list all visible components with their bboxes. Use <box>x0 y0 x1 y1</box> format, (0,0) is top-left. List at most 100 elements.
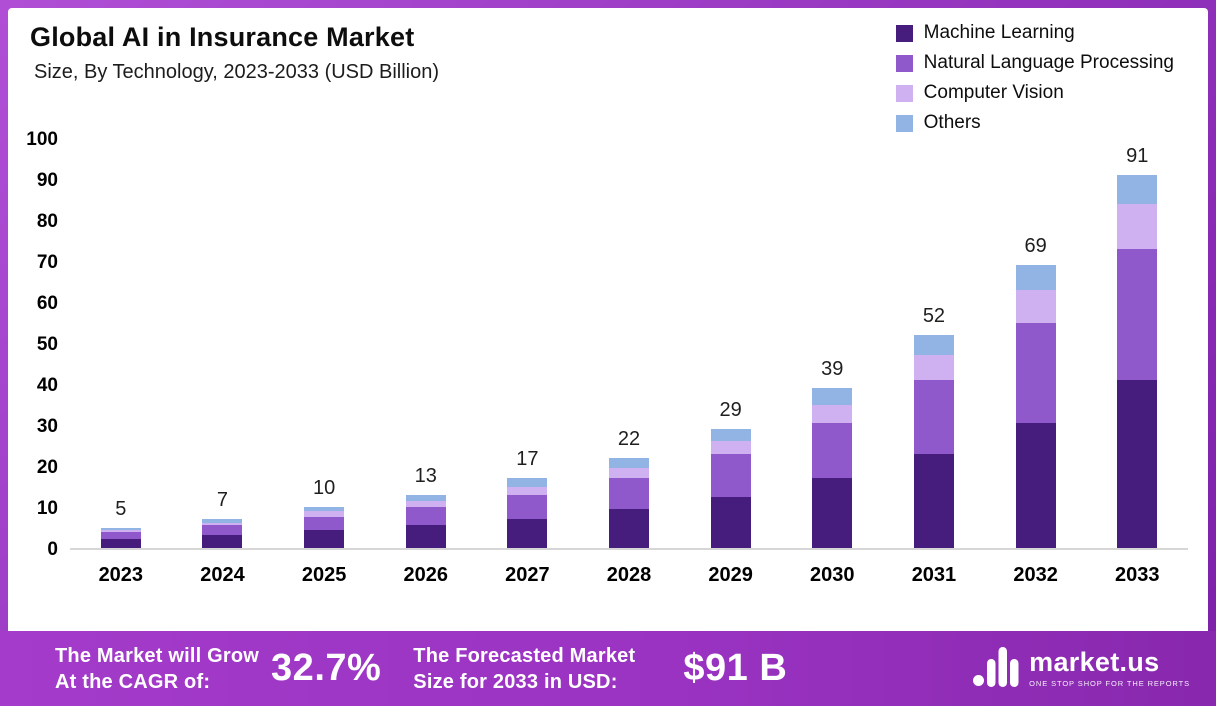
legend-item: Others <box>895 112 1174 134</box>
y-tick-label: 90 <box>36 170 58 191</box>
bar-segment-natural-language-processing <box>812 422 853 479</box>
bar-segment-others <box>202 519 243 523</box>
bar-segment-computer-vision <box>609 468 650 479</box>
bar-column: 39 <box>781 140 883 548</box>
forecast-label: The Forecasted Market Size for 2033 in U… <box>413 643 635 695</box>
y-tick-label: 20 <box>36 457 58 478</box>
stacked-bar <box>710 429 751 548</box>
bar-segment-machine-learning <box>812 478 853 548</box>
y-tick-label: 30 <box>36 416 58 437</box>
bar-column: 22 <box>578 140 680 548</box>
legend-label: Computer Vision <box>923 82 1064 103</box>
bar-column: 7 <box>172 140 274 548</box>
bar-column: 52 <box>883 140 985 548</box>
bar-column: 10 <box>273 140 375 548</box>
x-tick-label: 2028 <box>606 564 652 586</box>
y-tick-label: 60 <box>36 293 58 314</box>
chart-title: Global AI in Insurance Market <box>30 22 415 52</box>
bar-total-label: 5 <box>115 497 127 520</box>
y-tick-label: 50 <box>36 334 58 355</box>
y-tick-label: 70 <box>36 252 58 273</box>
bar-segment-others <box>304 507 345 512</box>
bar-segment-natural-language-processing <box>1015 322 1056 423</box>
chart-header: Global AI in Insurance Market Size, By T… <box>8 8 1208 134</box>
y-tick-label: 0 <box>47 539 58 560</box>
stacked-bar <box>507 478 548 548</box>
y-tick-label: 80 <box>36 211 58 232</box>
bar-total-label: 69 <box>1024 235 1047 258</box>
bar-total-label: 17 <box>516 448 539 471</box>
stacked-bar <box>812 388 853 548</box>
bar-segment-machine-learning <box>1117 379 1158 548</box>
bar-segment-others <box>710 429 751 442</box>
y-tick-label: 40 <box>36 375 58 396</box>
bar-total-label: 22 <box>617 427 641 450</box>
footer-banner: The Market will Grow At the CAGR of: 32.… <box>0 631 1216 706</box>
bar-segment-natural-language-processing <box>913 379 954 454</box>
x-tick-label: 2025 <box>301 564 347 586</box>
bar-total-label: 10 <box>312 477 336 500</box>
marketus-logo: market.us ONE STOP SHOP FOR THE REPORTS <box>973 645 1190 692</box>
bar-segment-others <box>913 334 954 356</box>
bar-segment-natural-language-processing <box>609 478 650 510</box>
bar-segment-others <box>405 494 446 501</box>
bar-column: 13 <box>375 140 477 548</box>
cagr-label-line2: At the CAGR of: <box>55 670 211 693</box>
bar-segment-machine-learning <box>405 525 446 548</box>
legend-label: Natural Language Processing <box>923 52 1174 73</box>
bar-column: 91 <box>1086 140 1188 548</box>
bar-segment-computer-vision <box>1117 203 1158 249</box>
bar-segment-machine-learning <box>202 534 243 548</box>
bar-total-label: 91 <box>1126 144 1149 167</box>
bar-segment-machine-learning <box>304 529 345 548</box>
bar-total-label: 39 <box>821 358 844 381</box>
x-tick-label: 2031 <box>911 564 957 586</box>
legend-swatch <box>895 54 913 72</box>
bar-segment-machine-learning <box>609 509 650 548</box>
bar-segment-natural-language-processing <box>507 494 548 520</box>
bar-segment-computer-vision <box>304 511 345 518</box>
y-axis: 0 10 20 30 40 50 60 70 80 90 100 <box>8 129 70 560</box>
bar-segment-others <box>1117 174 1158 204</box>
bar-segment-others <box>812 388 853 405</box>
x-tick-label: 2029 <box>708 564 753 586</box>
legend-item: Computer Vision <box>895 82 1174 104</box>
logo-wordmark: market.us <box>1029 647 1160 677</box>
chart-area: 0 10 20 30 40 50 60 70 80 90 100 5 7 10 13 17 22 29 39 52 6… <box>8 129 1208 560</box>
bar-segment-computer-vision <box>202 522 243 526</box>
legend-item: Natural Language Processing <box>895 52 1174 74</box>
bar-segment-computer-vision <box>100 529 141 532</box>
stacked-bar <box>1015 265 1056 548</box>
bar-segment-machine-learning <box>913 453 954 548</box>
bar-segment-computer-vision <box>710 441 751 454</box>
bar-column: 69 <box>985 140 1087 548</box>
bar-total-label: 7 <box>216 489 229 512</box>
logo-text-block: market.us ONE STOP SHOP FOR THE REPORTS <box>1029 647 1190 689</box>
stacked-bar <box>1117 174 1158 548</box>
x-tick-label: 2027 <box>505 564 550 586</box>
forecast-label-line2: Size for 2033 in USD: <box>413 670 618 693</box>
legend-swatch <box>895 24 913 42</box>
bar-segment-computer-vision <box>913 355 954 380</box>
y-tick-label: 10 <box>36 498 58 519</box>
stacked-bar <box>405 494 446 548</box>
y-tick-label: 100 <box>26 129 58 150</box>
legend-swatch <box>895 84 913 102</box>
x-tick-label: 2024 <box>200 564 245 586</box>
x-tick-label: 2032 <box>1013 564 1058 586</box>
legend-item: Machine Learning <box>895 22 1174 44</box>
bar-column: 29 <box>680 140 782 548</box>
bar-segment-natural-language-processing <box>1117 248 1158 380</box>
bar-segment-machine-learning <box>710 496 751 548</box>
logo-tagline: ONE STOP SHOP FOR THE REPORTS <box>1029 679 1190 688</box>
stacked-bar <box>202 519 243 548</box>
stacked-bar <box>304 507 345 548</box>
bar-segment-computer-vision <box>507 486 548 495</box>
x-tick-label: 2026 <box>403 564 448 586</box>
plot-area: 5 7 10 13 17 22 29 39 52 69 91 <box>70 140 1188 550</box>
title-block: Global AI in Insurance Market Size, By T… <box>30 22 439 134</box>
bar-total-label: 29 <box>719 399 742 422</box>
cagr-label-line1: The Market will Grow <box>55 644 260 667</box>
stacked-bar <box>913 334 954 548</box>
